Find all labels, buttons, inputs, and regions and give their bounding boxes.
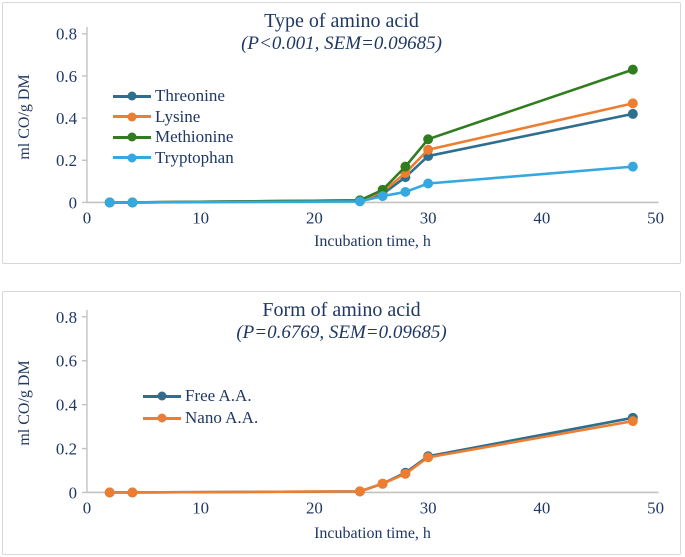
data-point-methionine (400, 161, 411, 172)
plot-area: 0 0.2 0.4 0.6 0.8 0 10 20 30 40 50 (56, 308, 664, 518)
legend-label: Tryptophan (155, 147, 234, 167)
data-point-nano-a-a- (377, 478, 388, 489)
y-tick-label: 0.2 (56, 151, 77, 170)
y-axis-label: ml CO/g DM (16, 360, 33, 446)
data-point-tryptophan (423, 178, 434, 189)
data-point-tryptophan (104, 197, 115, 208)
x-axis-label: Incubation time, h (314, 233, 431, 250)
x-tick-label: 20 (306, 208, 323, 227)
x-tick-label: 50 (647, 208, 664, 227)
legend-item-threonine: Threonine (113, 86, 234, 107)
chart-title: Form of amino acid (262, 299, 421, 321)
legend-item-nano-a-a-: Nano A.A. (143, 407, 258, 429)
chart-title: Type of amino acid (264, 10, 419, 32)
data-point-methionine (423, 134, 434, 145)
y-tick-label: 0.8 (56, 25, 77, 44)
legend-label: Free A.A. (185, 386, 252, 405)
data-point-tryptophan (354, 196, 365, 207)
chart-panel-form-of-amino-acid: Form of amino acid (P=0.6769, SEM=0.0968… (2, 291, 681, 555)
data-point-tryptophan (377, 191, 388, 202)
y-tick-label: 0 (69, 193, 77, 212)
legend-marker-icon (113, 111, 151, 122)
y-tick-label: 0.8 (56, 308, 77, 327)
legend-marker-icon (113, 132, 151, 143)
x-axis-label: Incubation time, h (314, 525, 431, 542)
legend-item-tryptophan: Tryptophan (113, 148, 234, 169)
data-point-lysine (627, 98, 638, 109)
legend-item-methionine: Methionine (113, 127, 234, 148)
data-point-tryptophan (627, 161, 638, 172)
x-tick-label: 50 (647, 498, 664, 517)
y-tick-label: 0.4 (56, 109, 78, 128)
data-point-nano-a-a- (423, 452, 434, 463)
data-point-threonine (627, 108, 638, 119)
data-point-nano-a-a- (627, 416, 638, 427)
series-line-free-a-a- (109, 416, 634, 494)
chart-subtitle: (P=0.6769, SEM=0.09685) (236, 322, 447, 343)
chart-subtitle: (P<0.001, SEM=0.09685) (241, 33, 442, 54)
data-point-lysine (423, 144, 434, 155)
legend-label: Methionine (155, 127, 234, 147)
y-tick-label: 0.4 (56, 396, 78, 415)
data-point-nano-a-a- (354, 486, 365, 497)
legend-label: Threonine (155, 86, 225, 106)
y-tick-label: 0.6 (56, 352, 77, 371)
chart-title-block: Type of amino acid (P<0.001, SEM=0.09685… (3, 10, 680, 55)
data-point-tryptophan (400, 186, 411, 197)
x-tick-label: 10 (192, 208, 209, 227)
x-tick-label: 0 (83, 498, 91, 517)
legend-item-lysine: Lysine (113, 107, 234, 128)
y-tick-label: 0.6 (56, 67, 77, 86)
legend-marker-icon (113, 91, 151, 102)
chart-panel-type-of-amino-acid: Type of amino acid (P<0.001, SEM=0.09685… (2, 2, 681, 264)
y-tick-label: 0.2 (56, 440, 77, 459)
x-tick-label: 10 (192, 498, 209, 517)
legend-marker-icon (113, 152, 151, 163)
legend-label: Lysine (155, 106, 201, 126)
x-tick-label: 40 (533, 498, 550, 517)
y-tick-label: 0 (69, 483, 77, 502)
legend: Threonine Lysine Methionine Tryptophan (113, 86, 234, 168)
plot-area: 0 0.2 0.4 0.6 0.8 0 10 20 30 40 50 (56, 25, 664, 228)
y-axis-label: ml CO/g DM (16, 74, 33, 160)
legend-label: Nano A.A. (185, 408, 259, 427)
x-tick-label: 0 (83, 208, 91, 227)
legend-item-free-a-a-: Free A.A. (143, 385, 258, 407)
data-point-methionine (627, 64, 638, 75)
x-tick-label: 20 (306, 498, 323, 517)
legend-marker-icon (143, 413, 181, 424)
x-tick-label: 30 (420, 498, 437, 517)
data-point-nano-a-a- (127, 487, 138, 498)
x-tick-label: 40 (533, 208, 550, 227)
data-point-nano-a-a- (104, 487, 115, 498)
x-tick-label: 30 (420, 208, 437, 227)
legend: Free A.A. Nano A.A. (143, 385, 258, 429)
data-point-nano-a-a- (400, 468, 411, 479)
data-point-tryptophan (127, 197, 138, 208)
chart-title-block: Form of amino acid (P=0.6769, SEM=0.0968… (3, 299, 680, 344)
legend-marker-icon (143, 391, 181, 402)
